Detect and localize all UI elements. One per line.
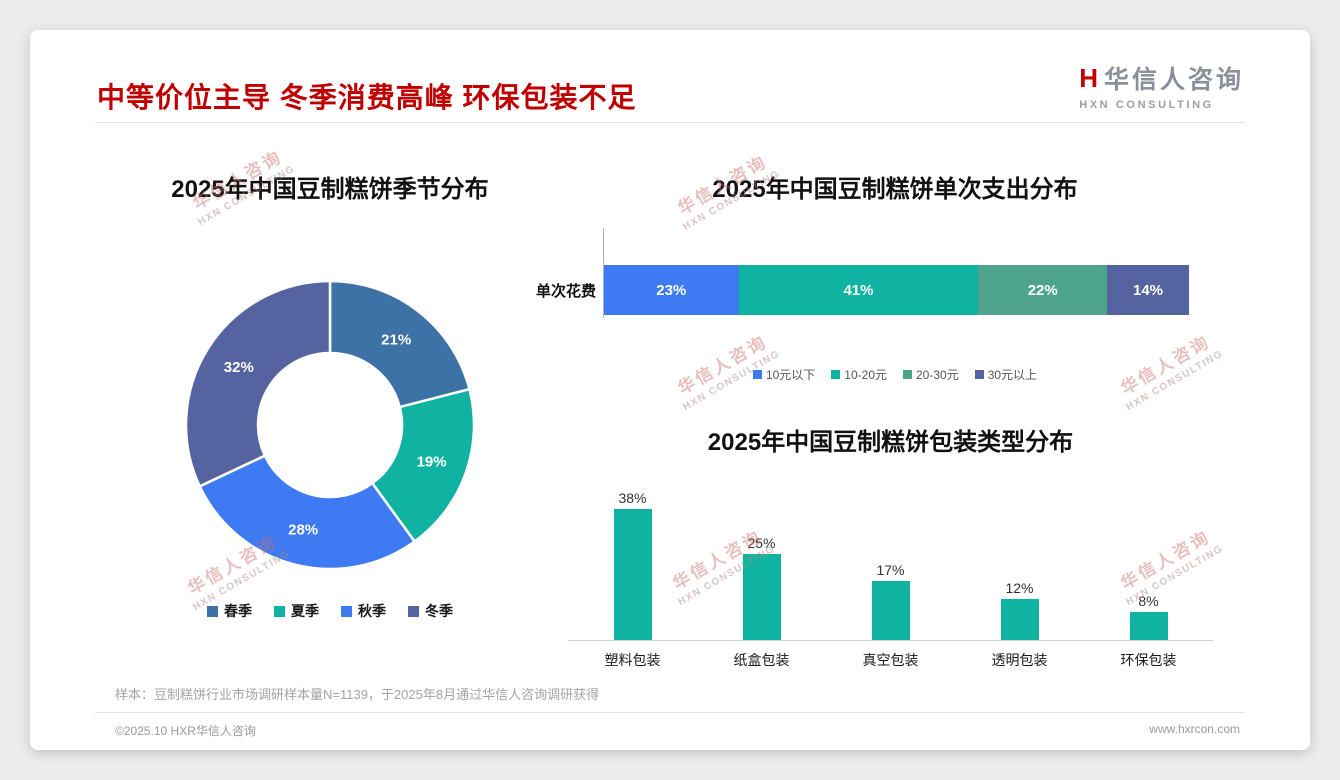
season-chart-section: 2025年中国豆制糕饼季节分布 21% 19% 28% 32% 春季 夏季 秋季 冬季 bbox=[100, 175, 560, 621]
bar-value-label: 8% bbox=[1138, 593, 1159, 609]
bar-group: 12% bbox=[955, 580, 1084, 640]
hxn-logo-icon: H bbox=[1079, 62, 1098, 93]
spend-chart-title: 2025年中国豆制糕饼单次支出分布 bbox=[712, 176, 1078, 203]
packaging-bar-chart: 38% 25% 17% 12% 8% bbox=[568, 472, 1213, 640]
footer-copyright: ©2025.10 HXR华信人咨询 bbox=[115, 724, 256, 738]
spend-segment-20-30元: 22% bbox=[978, 265, 1108, 315]
spend-stacked-bar: 23% 41% 22% 14% bbox=[604, 265, 1189, 315]
spend-legend-item: 30元以上 bbox=[974, 366, 1038, 383]
header-divider bbox=[95, 122, 1245, 123]
donut-segment-夏季 bbox=[370, 387, 476, 544]
footer: ©2025.10 HXR华信人咨询 www.hxrcon.com bbox=[115, 722, 1240, 739]
bar-group: 17% bbox=[826, 562, 955, 640]
legend-swatch-icon bbox=[274, 605, 285, 617]
bar-透明包装 bbox=[1000, 599, 1039, 640]
bar-value-label: 12% bbox=[1005, 580, 1034, 596]
spend-segment-label: 23% bbox=[656, 281, 687, 299]
legend-swatch-icon bbox=[408, 605, 419, 617]
packaging-chart-section: 2025年中国豆制糕饼包装类型分布 38% 25% 17% 12% 8% 塑料包装 纸盒包… bbox=[568, 428, 1213, 670]
donut-segment-label: 28% bbox=[288, 522, 318, 539]
season-chart-title: 2025年中国豆制糕饼季节分布 bbox=[171, 176, 489, 203]
bar-group: 25% bbox=[697, 535, 826, 640]
packaging-categories: 塑料包装 纸盒包装 真空包装 透明包装 环保包装 bbox=[568, 650, 1213, 670]
legend-swatch-icon bbox=[752, 370, 762, 379]
spend-legend-item: 20-30元 bbox=[903, 366, 959, 383]
season-legend-item: 春季 bbox=[207, 601, 252, 621]
spend-legend-item: 10-20元 bbox=[831, 366, 887, 383]
legend-label: 冬季 bbox=[425, 603, 453, 619]
legend-swatch-icon bbox=[341, 605, 352, 617]
brand-logo-subtitle: HXN CONSULTING bbox=[1079, 99, 1214, 111]
brand-logo: H 华信人咨询 HXN CONSULTING bbox=[1079, 60, 1244, 112]
spend-plot-area: 单次花费 23% 41% 22% 14% bbox=[510, 228, 1280, 318]
bar-环保包装 bbox=[1129, 612, 1168, 640]
donut-segment-label: 32% bbox=[224, 359, 254, 376]
legend-label: 秋季 bbox=[358, 603, 386, 619]
spend-segment-label: 41% bbox=[843, 281, 874, 299]
legend-swatch-icon bbox=[974, 370, 984, 379]
legend-label: 20-30元 bbox=[916, 368, 959, 382]
donut-segment-label: 21% bbox=[381, 332, 411, 349]
spend-segment-10-20元: 41% bbox=[738, 265, 979, 315]
legend-label: 30元以上 bbox=[987, 368, 1038, 382]
spend-axis-line bbox=[603, 228, 604, 318]
bar-value-label: 38% bbox=[618, 490, 647, 506]
bar-value-label: 25% bbox=[747, 535, 776, 551]
report-content: 中等价位主导 冬季消费高峰 环保包装不足 H 华信人咨询 HXN CONSULT… bbox=[30, 30, 1310, 750]
report-card: 中等价位主导 冬季消费高峰 环保包装不足 H 华信人咨询 HXN CONSULT… bbox=[30, 30, 1310, 750]
packaging-chart-title: 2025年中国豆制糕饼包装类型分布 bbox=[707, 429, 1074, 456]
season-chart-legend: 春季 夏季 秋季 冬季 bbox=[100, 601, 560, 621]
legend-swatch-icon bbox=[831, 370, 841, 379]
bar-category-label: 透明包装 bbox=[991, 652, 1048, 668]
bar-塑料包装 bbox=[613, 509, 652, 640]
spend-legend-item: 10元以下 bbox=[752, 366, 816, 383]
spend-segment-30元以上: 14% bbox=[1107, 265, 1189, 315]
season-legend-item: 夏季 bbox=[274, 601, 319, 621]
donut-segment-春季 bbox=[328, 279, 471, 409]
season-legend-item: 秋季 bbox=[341, 601, 386, 621]
season-donut-chart: 21% 19% 28% 32% bbox=[184, 279, 476, 571]
bar-真空包装 bbox=[871, 581, 910, 640]
spend-chart-legend: 10元以下 10-20元 20-30元 30元以上 bbox=[510, 366, 1280, 383]
bar-category-label: 纸盒包装 bbox=[733, 652, 790, 668]
bar-group: 38% bbox=[568, 490, 697, 640]
packaging-axis-line bbox=[568, 640, 1213, 641]
footer-divider bbox=[95, 712, 1245, 713]
legend-label: 春季 bbox=[224, 603, 252, 619]
spend-segment-10元以下: 23% bbox=[604, 265, 739, 315]
legend-label: 10-20元 bbox=[844, 368, 887, 382]
legend-label: 10元以下 bbox=[765, 368, 816, 382]
bar-category-label: 环保包装 bbox=[1120, 652, 1177, 668]
brand-logo-name: 华信人咨询 bbox=[1103, 66, 1244, 94]
spend-segment-label: 22% bbox=[1027, 281, 1058, 299]
spend-chart-section: 2025年中国豆制糕饼单次支出分布 单次花费 23% 41% 22% 14% 10元以… bbox=[510, 175, 1280, 383]
bar-category-label: 塑料包装 bbox=[604, 652, 661, 668]
legend-swatch-icon bbox=[903, 370, 912, 379]
spend-row-label: 单次花费 bbox=[536, 282, 597, 300]
page-title: 中等价位主导 冬季消费高峰 环保包装不足 bbox=[97, 82, 637, 113]
donut-segment-秋季 bbox=[198, 453, 417, 571]
donut-segment-label: 19% bbox=[417, 454, 447, 471]
spend-segment-label: 14% bbox=[1133, 281, 1164, 299]
donut-segment-冬季 bbox=[184, 279, 332, 488]
season-legend-item: 冬季 bbox=[408, 601, 453, 621]
bar-category-label: 真空包装 bbox=[862, 652, 919, 668]
sample-footnote: 样本：豆制糕饼行业市场调研样本量N=1139，于2025年8月通过华信人咨询调研… bbox=[115, 687, 600, 702]
brand-logo-top: H 华信人咨询 bbox=[1079, 60, 1244, 96]
bar-value-label: 17% bbox=[876, 562, 905, 578]
bar-group: 8% bbox=[1084, 593, 1213, 640]
bar-纸盒包装 bbox=[742, 554, 781, 640]
footer-website: www.hxrcon.com bbox=[1149, 722, 1240, 736]
legend-label: 夏季 bbox=[291, 603, 319, 619]
legend-swatch-icon bbox=[207, 605, 218, 617]
